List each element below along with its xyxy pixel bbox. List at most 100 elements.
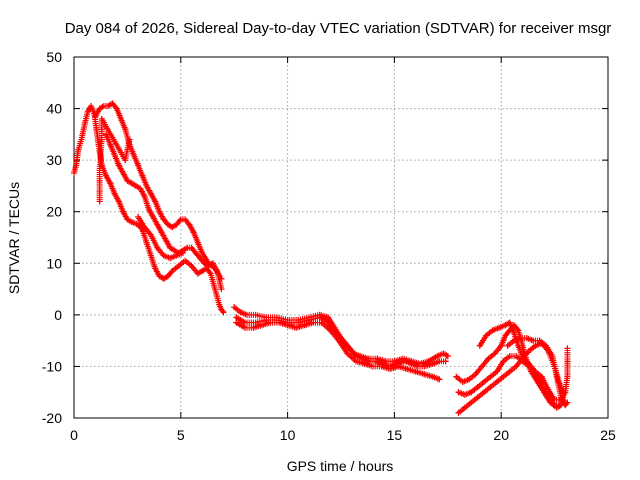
data-point <box>404 366 411 373</box>
data-point <box>175 262 182 269</box>
data-points <box>71 100 571 416</box>
data-point <box>461 391 468 398</box>
data-point <box>500 358 507 365</box>
data-point <box>485 355 492 362</box>
data-point <box>78 136 85 143</box>
data-point <box>135 162 142 169</box>
data-point <box>214 268 221 275</box>
data-point <box>273 314 280 321</box>
y-tick-label: 50 <box>46 49 62 65</box>
data-point <box>513 363 520 370</box>
data-point <box>502 322 509 329</box>
data-point <box>481 378 488 385</box>
data-point <box>167 255 174 262</box>
data-point <box>98 136 105 143</box>
data-point <box>126 136 133 143</box>
data-point <box>365 355 372 362</box>
data-point <box>160 252 167 259</box>
data-point <box>98 126 105 133</box>
data-point <box>173 221 180 228</box>
x-tick-label: 20 <box>493 427 509 443</box>
data-point <box>474 394 481 401</box>
data-point <box>412 368 419 375</box>
series-marks <box>476 319 571 403</box>
data-point <box>167 244 174 251</box>
data-point <box>361 360 368 367</box>
series-2 <box>92 100 225 282</box>
data-point <box>374 355 381 362</box>
data-point <box>545 394 552 401</box>
data-point <box>564 345 571 352</box>
data-point <box>182 216 189 223</box>
data-point <box>476 342 483 349</box>
data-point <box>408 358 415 365</box>
data-point <box>160 275 167 282</box>
data-point <box>538 373 545 380</box>
data-point <box>545 386 552 393</box>
data-point <box>387 366 394 373</box>
data-point <box>378 363 385 370</box>
data-point <box>472 371 479 378</box>
data-point <box>474 384 481 391</box>
data-point <box>335 337 342 344</box>
data-point <box>141 193 148 200</box>
y-tick-label: -20 <box>42 410 62 426</box>
data-point <box>111 190 118 197</box>
data-point <box>107 180 114 187</box>
data-point <box>530 337 537 344</box>
data-point <box>250 324 257 331</box>
x-tick-label: 15 <box>387 427 403 443</box>
series-1 <box>71 102 227 316</box>
plot-frame <box>73 56 609 419</box>
data-point <box>399 355 406 362</box>
data-point <box>487 384 494 391</box>
data-point <box>179 249 186 256</box>
x-tick-label: 10 <box>280 427 296 443</box>
data-point <box>124 146 131 153</box>
data-point <box>293 324 300 331</box>
data-point <box>551 402 558 409</box>
data-point <box>135 213 142 220</box>
data-point <box>241 319 248 326</box>
data-point <box>216 301 223 308</box>
data-point <box>73 162 80 169</box>
data-point <box>551 396 558 403</box>
data-point <box>120 208 127 215</box>
data-point <box>96 105 103 112</box>
data-point <box>164 273 171 280</box>
data-point <box>434 353 441 360</box>
data-point <box>192 249 199 256</box>
data-point <box>145 206 152 213</box>
data-point <box>137 185 144 192</box>
data-point <box>525 347 532 354</box>
data-point <box>564 373 571 380</box>
data-point <box>152 265 159 272</box>
data-point <box>88 102 95 109</box>
data-point <box>455 409 462 416</box>
data-point <box>562 389 569 396</box>
data-point <box>143 239 150 246</box>
data-point <box>93 126 100 133</box>
y-axis-label: SDTVAR / TECUs <box>6 182 22 294</box>
data-point <box>498 342 505 349</box>
data-point <box>109 100 116 107</box>
data-point <box>382 358 389 365</box>
data-point <box>103 172 110 179</box>
data-point <box>513 353 520 360</box>
data-point <box>444 353 451 360</box>
data-point <box>532 342 539 349</box>
data-point <box>461 404 468 411</box>
y-tick-label: 0 <box>54 307 62 323</box>
data-point <box>352 358 359 365</box>
y-tick-labels: -20 -10 0 10 20 30 40 50 <box>42 49 62 426</box>
data-point <box>506 319 513 326</box>
data-point <box>120 170 127 177</box>
data-point <box>186 221 193 228</box>
data-point <box>483 332 490 339</box>
data-point <box>96 167 103 174</box>
data-point <box>453 373 460 380</box>
data-point <box>130 151 137 158</box>
data-point <box>481 389 488 396</box>
data-point <box>370 363 377 370</box>
